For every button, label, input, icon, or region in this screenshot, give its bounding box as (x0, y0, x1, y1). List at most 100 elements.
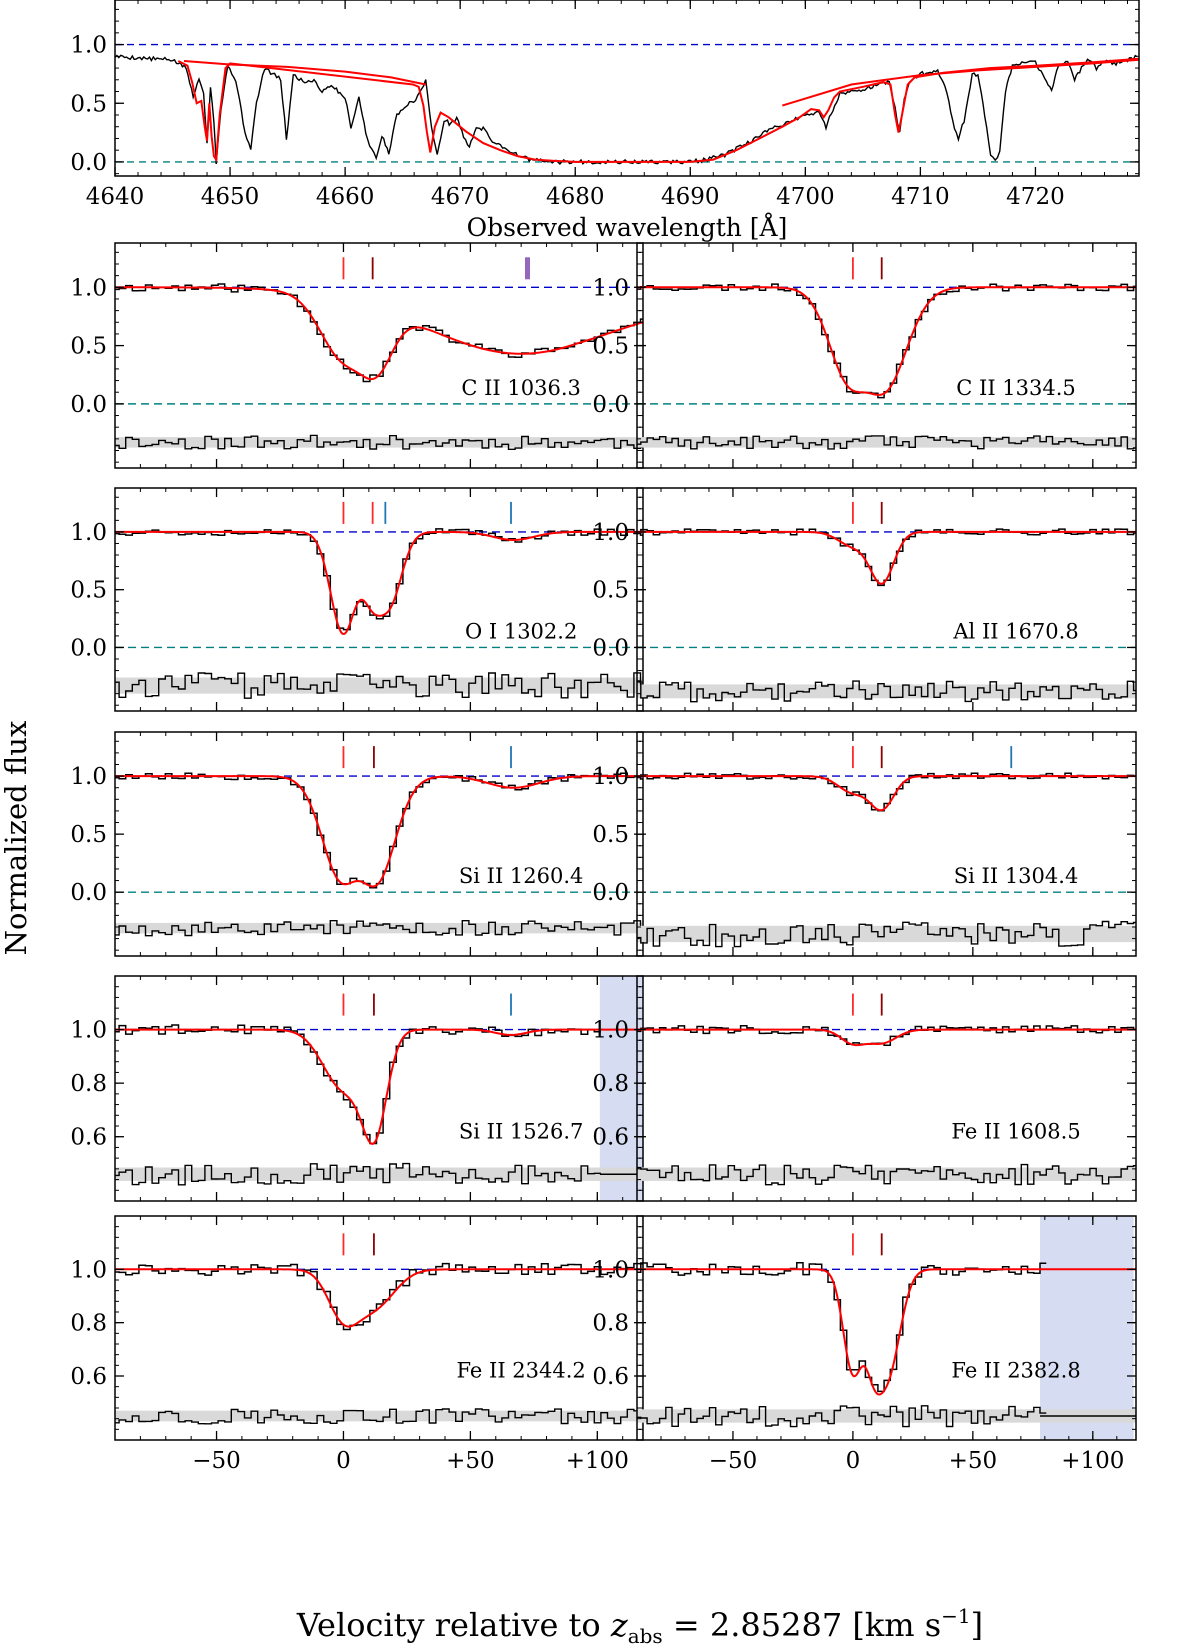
panel-si-ii-1260-4-model-fit (115, 775, 643, 888)
panel-si-ii-1304-4-residual-band (637, 925, 1136, 943)
panel-fe-ii-2344-2-x-tick-label: 0 (336, 1448, 351, 1474)
panel-al-ii-1670-8-model-fit (637, 530, 1136, 585)
panel-c-ii-1036-3-model-fit (115, 286, 643, 381)
panel-o-i-1302-2-y-tick-label: 1.0 (70, 520, 107, 546)
panel-fe-ii-2344-2-x-tick-label: −50 (192, 1448, 241, 1474)
overview-x-tick-label: 4670 (431, 184, 490, 210)
y-axis-label: Normalized flux (0, 721, 33, 956)
overview-x-tick-label: 4680 (546, 184, 605, 210)
overview-plot-area (115, 43, 1139, 166)
overview-y-tick-label: 0.0 (70, 150, 107, 176)
panel-fe-ii-2344-2-residuals (115, 1408, 643, 1425)
overview-x-axis-label: Observed wavelength [Å] (467, 212, 788, 242)
panel-si-ii-1304-4-data-spectrum (637, 772, 1136, 812)
panel-fe-ii-2382-8-frame (636, 1215, 1137, 1441)
panel-si-ii-1304-4-residuals (637, 920, 1136, 948)
overview-y-tick-label: 1.0 (70, 33, 107, 59)
panel-fe-ii-2344-2-y-tick-label: 1.0 (70, 1257, 107, 1283)
panel-al-ii-1670-8-frame (636, 487, 1137, 712)
panel-si-ii-1260-4-y-tick-label: 0.5 (70, 822, 107, 848)
panel-si-ii-1260-4-line-label: Si II 1260.4 (459, 864, 584, 888)
overview-x-tick-label: 4660 (316, 184, 375, 210)
panel-fe-ii-1608-5-frame (636, 975, 1137, 1202)
panel-o-i-1302-2-y-tick-label: 0.5 (70, 578, 107, 604)
panel-fe-ii-1608-5-y-tick-label: 1.0 (592, 1018, 629, 1044)
x-axis-label: Velocity relative to zabs = 2.85287 [km … (296, 1604, 983, 1648)
panel-c-ii-1036-3-residual-band (115, 437, 643, 448)
panel-c-ii-1036-3: 0.0 0.5 1.0 C II 1036.3 (70, 242, 644, 469)
panel-fe-ii-2382-8-x-tick-label: +50 (949, 1448, 998, 1474)
overview-y-tick-label: 0.5 (70, 91, 107, 117)
panel-c-ii-1334-5-line-label: C II 1334.5 (956, 376, 1076, 400)
panel-si-ii-1304-4-y-tick-label: 0.5 (592, 822, 629, 848)
panel-al-ii-1670-8-plot-area (637, 501, 1136, 703)
panel-si-ii-1304-4: 0.0 0.5 1.0 Si II 1304.4 (592, 731, 1137, 957)
panel-si-ii-1526-7-frame (114, 975, 644, 1202)
panel-c-ii-1334-5-frame (636, 242, 1137, 469)
overview-model-continuum-red (782, 58, 1139, 107)
panel-fe-ii-1608-5: 0.6 0.8 1.0 Fe II 1608.5 (592, 975, 1137, 1202)
panel-c-ii-1334-5-residuals (637, 435, 1136, 450)
overview-data-spectrum (115, 54, 1138, 166)
panel-si-ii-1260-4-residual-band (115, 922, 643, 934)
panel-o-i-1302-2: 0.0 0.5 1.0 O I 1302.2 (70, 487, 644, 712)
panel-al-ii-1670-8: 0.0 0.5 1.0 Al II 1670.8 (592, 487, 1137, 712)
panel-si-ii-1304-4-line-label: Si II 1304.4 (954, 864, 1079, 888)
panel-fe-ii-2382-8-y-tick-label: 0.6 (592, 1364, 629, 1390)
panel-fe-ii-2344-2-data-spectrum (115, 1262, 643, 1331)
panel-si-ii-1260-4-y-tick-label: 0.0 (70, 880, 107, 906)
panel-si-ii-1526-7-residuals (115, 1162, 601, 1186)
panel-fe-ii-2382-8-y-tick-label: 1.0 (592, 1257, 629, 1283)
panel-si-ii-1526-7-y-tick-label: 1.0 (70, 1018, 107, 1044)
panel-fe-ii-2344-2-frame (114, 1215, 644, 1441)
panel-fe-ii-2382-8-plot-area (637, 1216, 1136, 1440)
panel-fe-ii-1608-5-model-fit (637, 1028, 1136, 1047)
panel-fe-ii-2344-2-residual-band (115, 1410, 643, 1422)
panel-o-i-1302-2-y-tick-label: 0.0 (70, 635, 107, 661)
panel-fe-ii-2344-2-plot-area (115, 1216, 643, 1440)
panel-o-i-1302-2-frame (114, 487, 644, 712)
panel-si-ii-1526-7-line-label: Si II 1526.7 (459, 1119, 584, 1143)
overview-panel: 4640 4650 4660 4670 4680 4690 4700 4710 4720 0.0 0… (70, 0, 1140, 242)
panel-fe-ii-2344-2-line-label: Fe II 2344.2 (457, 1359, 586, 1383)
panel-fe-ii-2344-2-x-tick-label: +100 (566, 1448, 629, 1474)
panel-c-ii-1334-5-y-tick-label: 1.0 (592, 275, 629, 301)
panel-fe-ii-1608-5-line-label: Fe II 1608.5 (951, 1119, 1080, 1143)
panel-fe-ii-1608-5-plot-area (637, 993, 1136, 1186)
panel-fe-ii-1608-5-y-tick-label: 0.8 (592, 1071, 629, 1097)
panel-fe-ii-2382-8-x-tick-label: +100 (1061, 1448, 1124, 1474)
panel-c-ii-1334-5-model-fit (637, 286, 1136, 396)
overview-model-continuum (183, 60, 426, 86)
panel-fe-ii-2344-2-y-tick-label: 0.8 (70, 1311, 107, 1337)
panel-al-ii-1670-8-y-tick-label: 1.0 (592, 520, 629, 546)
overview-x-tick-label: 4710 (891, 184, 950, 210)
panel-si-ii-1526-7-y-tick-label: 0.6 (70, 1125, 107, 1151)
panel-c-ii-1036-3-y-tick-label: 1.0 (70, 275, 107, 301)
panel-fe-ii-2382-8-residuals (637, 1405, 1047, 1428)
panel-si-ii-1260-4-y-tick-label: 1.0 (70, 764, 107, 790)
panel-fe-ii-2382-8: −50 0 +50 +100 0.6 0.8 1.0 Fe II 2382.8 (592, 1215, 1137, 1474)
panel-fe-ii-1608-5-residuals (637, 1163, 1136, 1186)
panel-c-ii-1036-3-line-label: C II 1036.3 (461, 376, 581, 400)
overview-frame (114, 0, 1140, 177)
panel-si-ii-1304-4-y-tick-label: 0.0 (592, 880, 629, 906)
panel-c-ii-1334-5-y-tick-label: 0.0 (592, 392, 629, 418)
panel-fe-ii-2344-2-y-tick-label: 0.6 (70, 1364, 107, 1390)
panel-si-ii-1260-4: 0.0 0.5 1.0 Si II 1260.4 (70, 731, 644, 957)
panel-si-ii-1526-7-model-fit (115, 1028, 643, 1145)
overview-x-tick-label: 4720 (1006, 184, 1065, 210)
panel-si-ii-1260-4-residuals (115, 920, 643, 937)
panel-si-ii-1260-4-plot-area (115, 746, 643, 937)
panel-si-ii-1304-4-plot-area (637, 746, 1136, 948)
panel-fe-ii-1608-5-residual-band (637, 1167, 1136, 1181)
panel-fe-ii-2382-8-x-tick-label: −50 (709, 1448, 758, 1474)
panel-si-ii-1526-7-data-spectrum (115, 1024, 601, 1145)
panel-al-ii-1670-8-y-tick-label: 0.0 (592, 635, 629, 661)
overview-x-tick-label: 4640 (86, 184, 145, 210)
panel-fe-ii-2382-8-y-tick-label: 0.8 (592, 1311, 629, 1337)
panel-fe-ii-2382-8-model-fit (637, 1268, 1136, 1396)
panel-c-ii-1036-3-frame (114, 242, 644, 469)
panel-si-ii-1526-7-plot-area (115, 976, 643, 1201)
panel-si-ii-1526-7-y-tick-label: 0.8 (70, 1071, 107, 1097)
